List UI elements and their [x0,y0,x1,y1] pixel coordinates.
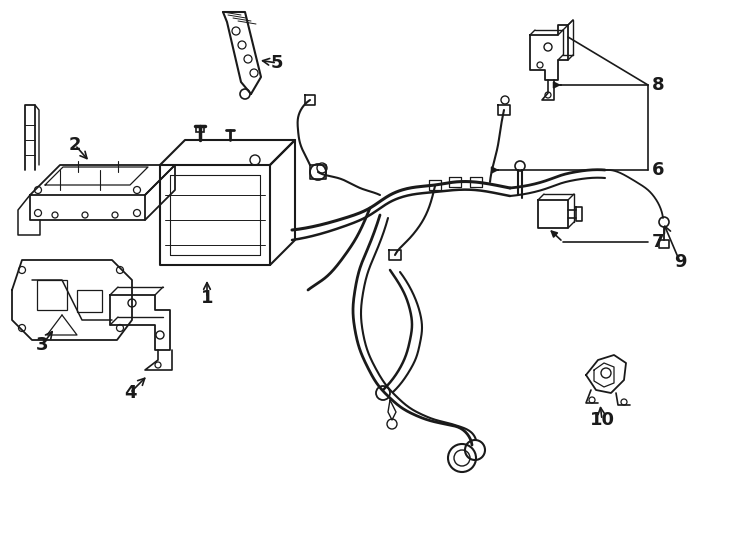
Bar [37,280,67,310]
Text: 2: 2 [69,136,81,154]
Text: 7: 7 [652,233,664,251]
Text: 3: 3 [36,336,48,354]
Text: 9: 9 [674,253,686,271]
Text: 10: 10 [589,411,614,429]
Text: 1: 1 [201,289,214,307]
Text: 5: 5 [271,54,283,72]
Bar [77,290,102,312]
Text: 6: 6 [652,161,664,179]
Bar [196,126,204,132]
Text: 8: 8 [652,76,664,94]
Text: 4: 4 [124,384,137,402]
